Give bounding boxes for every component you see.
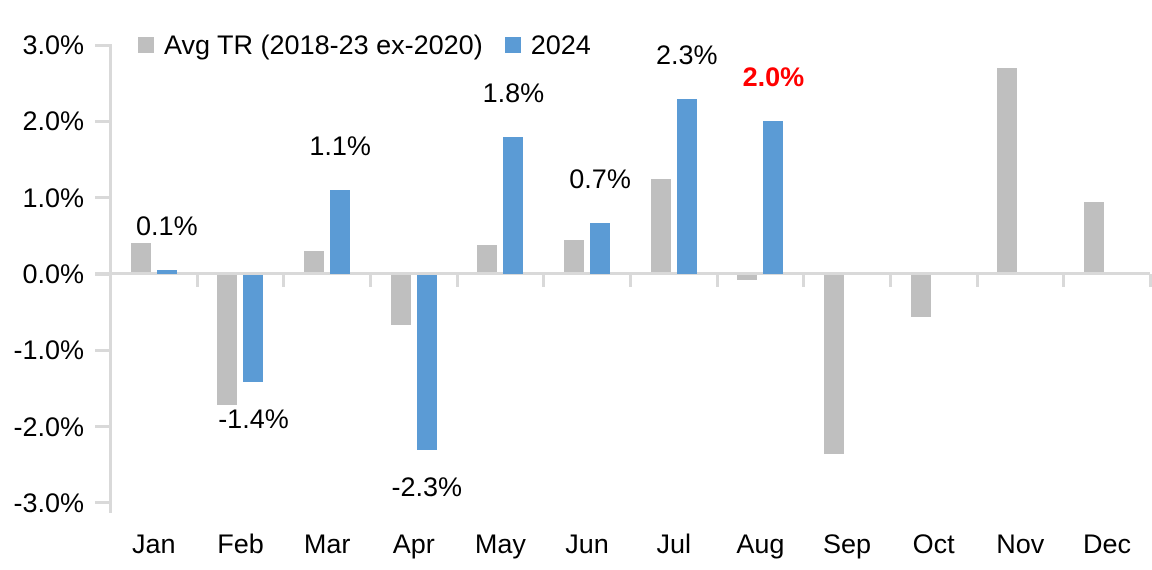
bar-avg-tr-may xyxy=(477,245,498,274)
x-axis-label-aug: Aug xyxy=(736,529,785,559)
x-axis-tick xyxy=(109,274,112,287)
data-label-feb: -1.4% xyxy=(218,403,289,434)
bar-2024-jun xyxy=(590,222,611,274)
x-axis-tick xyxy=(802,274,806,287)
bar-2024-jul xyxy=(676,98,697,274)
x-axis-label-jul: Jul xyxy=(656,529,691,559)
x-axis-tick xyxy=(455,274,459,287)
bar-avg-tr-mar xyxy=(304,251,325,274)
bar-avg-tr-dec xyxy=(1083,201,1104,274)
y-axis-label: -1.0% xyxy=(13,335,84,366)
y-axis-tick xyxy=(95,348,109,352)
y-axis-label: 0.0% xyxy=(22,259,84,289)
x-axis-label-feb: Feb xyxy=(217,529,264,559)
bar-avg-tr-apr xyxy=(390,275,411,325)
y-axis-tick xyxy=(95,425,109,429)
y-axis-label: -2.0% xyxy=(13,411,84,442)
legend-label-2024: 2024 xyxy=(530,30,591,60)
legend-swatch-2024 xyxy=(504,37,521,53)
y-axis-label: 2.0% xyxy=(22,106,84,137)
x-axis-tick xyxy=(1062,274,1066,287)
y-axis-label: -3.0% xyxy=(13,487,84,518)
x-axis-label-apr: Apr xyxy=(392,529,435,559)
y-axis-tick xyxy=(95,196,109,200)
x-axis-tick xyxy=(282,274,286,287)
bar-avg-tr-jun xyxy=(564,239,585,274)
x-axis-tick xyxy=(888,274,892,287)
bar-avg-tr-oct xyxy=(910,275,931,317)
bar-avg-tr-feb xyxy=(217,275,238,405)
bar-2024-aug xyxy=(763,121,784,274)
bar-avg-tr-nov xyxy=(997,67,1018,274)
data-label-apr: -2.3% xyxy=(391,472,463,503)
bar-2024-may xyxy=(503,136,524,274)
y-axis-label: 1.0% xyxy=(22,182,84,213)
bar-2024-mar xyxy=(330,190,351,274)
bar-2024-feb xyxy=(243,275,264,382)
data-label-jan: 0.1% xyxy=(136,211,198,242)
x-axis-tick xyxy=(628,274,632,287)
x-axis-tick xyxy=(715,274,719,287)
data-label-jun: 0.7% xyxy=(569,163,631,194)
x-axis-label-nov: Nov xyxy=(996,529,1045,559)
bar-2024-apr xyxy=(416,275,437,451)
bar-avg-tr-jul xyxy=(650,178,671,274)
data-label-aug: 2.0% xyxy=(742,62,805,93)
x-axis-tick xyxy=(1148,274,1152,287)
bar-2024-jan xyxy=(156,270,177,274)
legend-swatch-avg-tr xyxy=(138,37,154,53)
y-axis-tick xyxy=(95,119,109,123)
data-label-jul: 2.3% xyxy=(655,39,718,70)
x-axis-label-mar: Mar xyxy=(303,529,351,559)
bar-avg-tr-jan xyxy=(130,243,151,274)
data-label-mar: 1.1% xyxy=(309,131,371,162)
bar-avg-tr-sep xyxy=(824,275,845,455)
data-label-may: 1.8% xyxy=(482,77,545,108)
zero-axis-line xyxy=(95,271,1150,275)
legend: Avg TR (2018-23 ex-2020) 2024 xyxy=(138,30,591,60)
legend-label-avg-tr: Avg TR (2018-23 ex-2020) xyxy=(164,30,483,60)
y-axis-tick xyxy=(95,501,109,505)
x-axis-label-dec: Dec xyxy=(1082,529,1131,559)
bar-avg-tr-aug xyxy=(737,275,758,281)
x-axis-label-jan: Jan xyxy=(132,529,176,559)
x-axis-tick xyxy=(195,274,199,287)
y-axis-label: 3.0% xyxy=(22,30,84,61)
x-axis-label-oct: Oct xyxy=(912,529,955,559)
x-axis-label-may: May xyxy=(474,529,526,559)
x-axis-tick xyxy=(368,274,372,287)
x-axis-label-jun: Jun xyxy=(565,529,609,559)
x-axis-tick xyxy=(542,274,546,287)
x-axis-tick xyxy=(975,274,979,287)
y-axis-tick xyxy=(95,43,109,47)
x-axis-label-sep: Sep xyxy=(822,529,872,559)
